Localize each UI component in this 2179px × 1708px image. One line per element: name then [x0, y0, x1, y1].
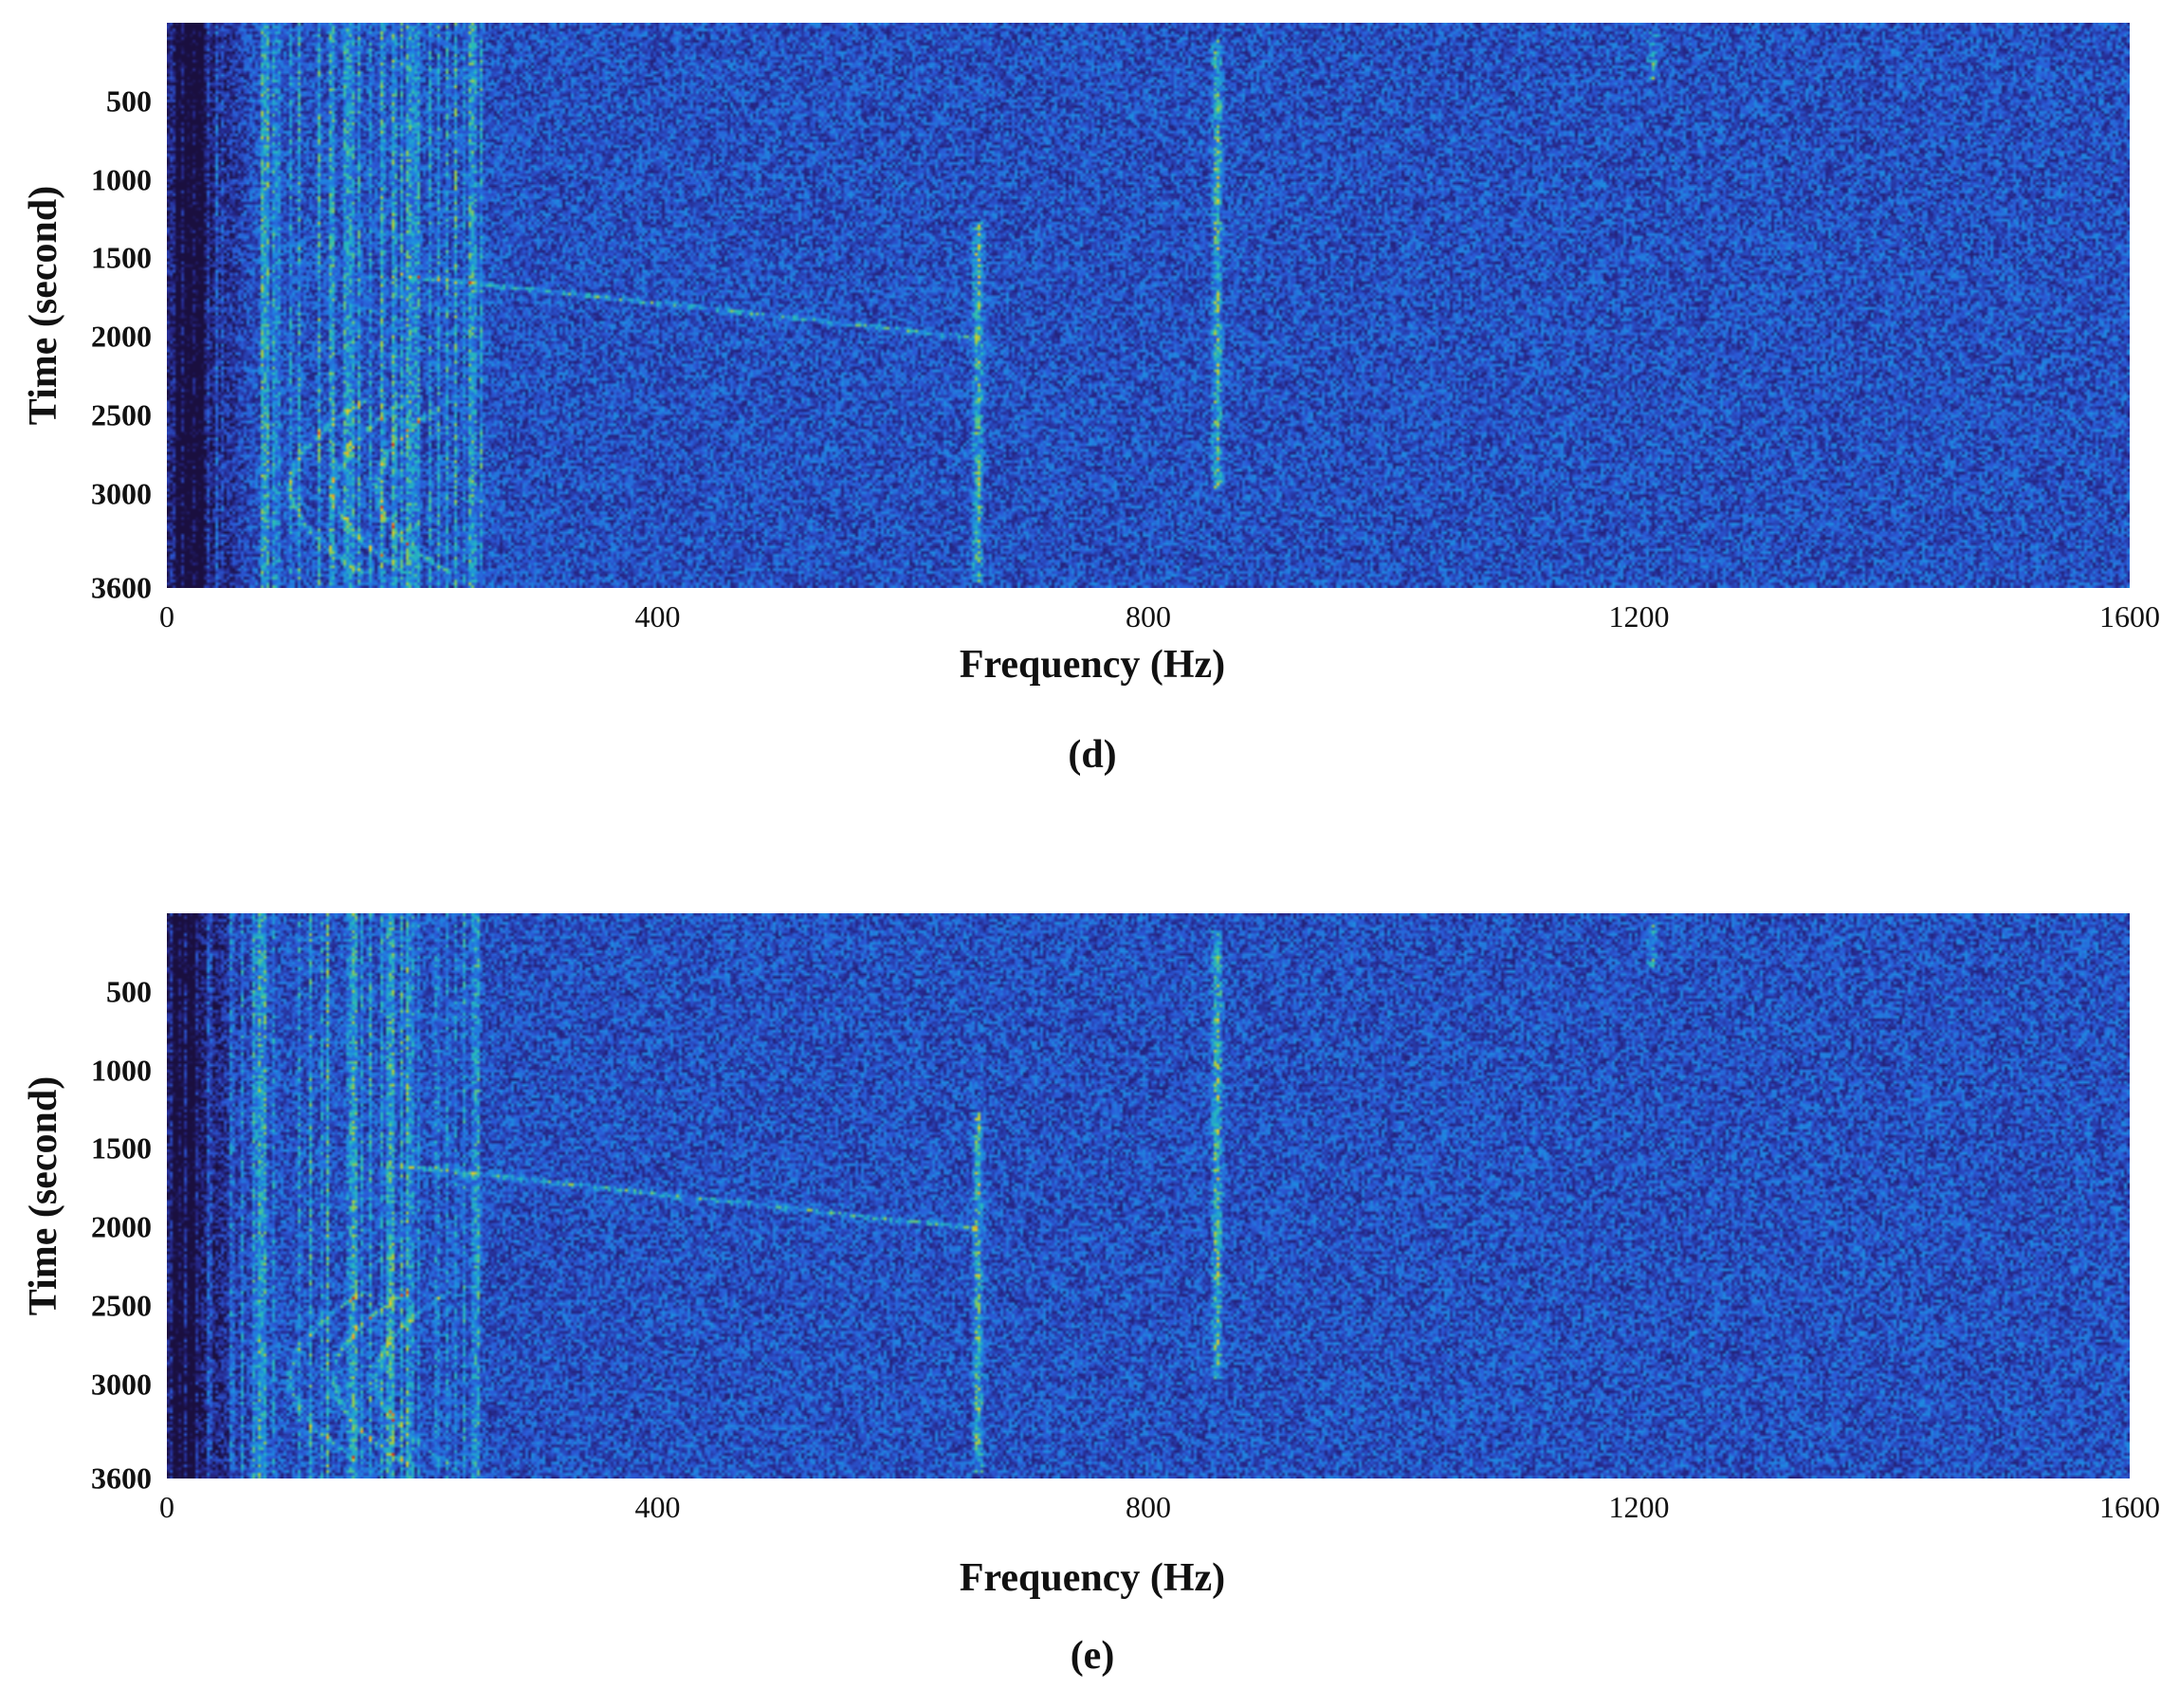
x-tick-label: 1200	[1608, 1490, 1670, 1524]
y-tick-label: 3000	[91, 1367, 152, 1402]
x-axis-label: Frequency (Hz)	[959, 1556, 1226, 1600]
y-tick-label: 1500	[91, 240, 152, 275]
x-tick-label: 1600	[2099, 1490, 2160, 1524]
y-tick-label: 3600	[91, 570, 152, 605]
y-tick-label: 1000	[91, 162, 152, 197]
spectrogram-heatmap	[167, 23, 2130, 588]
panel-caption: (e)	[1070, 1634, 1115, 1678]
y-tick-label: 3000	[91, 476, 152, 511]
x-tick-label: 800	[1126, 1490, 1171, 1524]
x-tick-label: 1200	[1608, 599, 1670, 634]
y-tick-label: 3600	[91, 1460, 152, 1496]
y-tick-label: 2000	[91, 1209, 152, 1244]
x-tick-label: 800	[1126, 599, 1171, 634]
x-tick-label: 1600	[2099, 599, 2160, 634]
x-tick-label: 0	[159, 599, 174, 634]
panel-e: 500 1000 1500 2000 2500 3000 3600 0 400 800 1200 1…	[0, 854, 2179, 1708]
spectrogram-heatmap	[167, 913, 2130, 1478]
y-tick-label: 500	[106, 83, 152, 119]
x-tick-label: 400	[634, 599, 681, 634]
y-axis-label: Time (second)	[22, 1075, 65, 1316]
y-tick-label: 1500	[91, 1130, 152, 1166]
y-tick-label: 1000	[91, 1053, 152, 1088]
spectrogram-plot	[167, 913, 2130, 1478]
x-axis-label: Frequency (Hz)	[959, 643, 1226, 687]
x-tick-label: 400	[634, 1490, 681, 1524]
x-tick-label: 0	[159, 1490, 174, 1524]
panel-d: 500 1000 1500 2000 2500 3000 3600 0 400 800 1200 1…	[22, 23, 2160, 777]
y-tick-label: 2500	[91, 1288, 152, 1323]
y-tick-label: 500	[106, 974, 152, 1009]
panel-caption: (d)	[1068, 733, 1117, 777]
y-axis-label: Time (second)	[22, 185, 65, 426]
y-tick-label: 2000	[91, 319, 152, 354]
spectrogram-plot	[167, 23, 2130, 588]
y-tick-label: 2500	[91, 397, 152, 432]
